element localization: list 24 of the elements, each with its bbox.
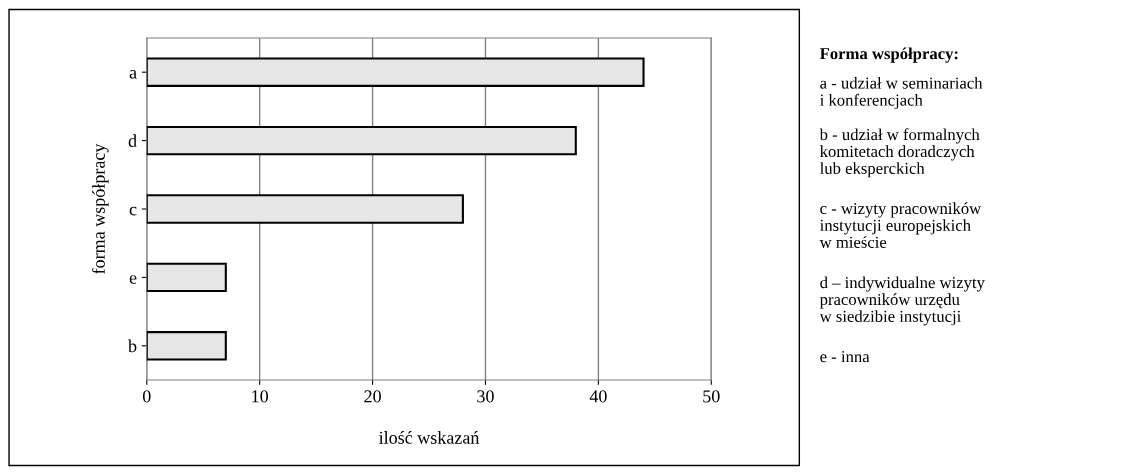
x-tick-label: 20 [364, 390, 381, 403]
text: c - wizyty pracowników instytucji europejskich w mieście [819, 202, 982, 248]
bar [146, 262, 227, 293]
bar [146, 331, 227, 361]
bar [146, 57, 645, 87]
y-tick-label: b [128, 339, 137, 353]
legend-title: Forma współpracy: [819, 47, 958, 63]
text: e - inna [820, 351, 870, 363]
x-axis-title: ilość wskazań [379, 431, 480, 444]
x-tick-label: 30 [477, 390, 494, 403]
y-tick-label: c [129, 206, 137, 216]
x-tick-label: 10 [252, 390, 269, 403]
x-tick-label: 50 [703, 390, 720, 403]
text: d – indywidualne wizyty pracowników urzędu w siedzibie instytucji [819, 276, 985, 326]
y-tick-label: e [129, 275, 137, 284]
bar [146, 125, 577, 156]
text: b - udział w formalnych komitetach doradczych lub eksperckich [819, 128, 980, 178]
text: a - udział w seminariach i konferencjach [820, 76, 983, 110]
bar [146, 194, 464, 224]
y-tick-label: a [129, 69, 137, 79]
x-tick-label: 40 [589, 390, 607, 403]
y-axis-title: forma współpracy [91, 143, 109, 274]
y-tick-label: d [128, 134, 137, 148]
x-tick-label: 0 [142, 390, 151, 403]
